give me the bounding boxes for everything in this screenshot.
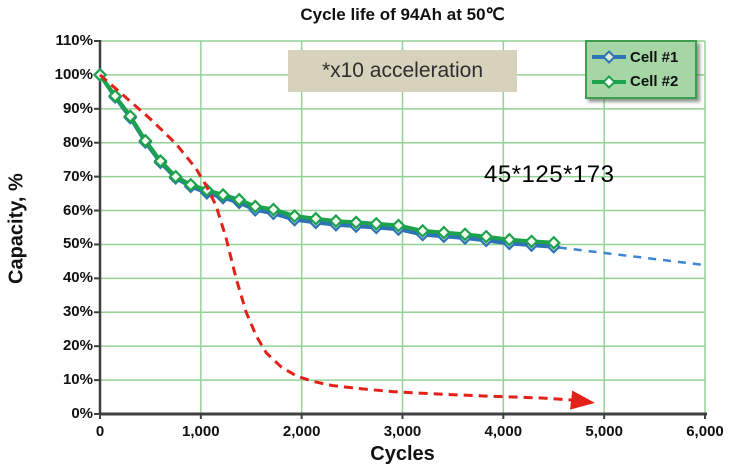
data-point-marker bbox=[183, 177, 198, 192]
data-point-marker bbox=[215, 187, 231, 203]
y-tick-label: 70% bbox=[62, 167, 93, 185]
legend-label-cell2: Cell #2 bbox=[630, 73, 679, 91]
legend: Cell #1 Cell #2 bbox=[585, 40, 697, 99]
y-tick-label: 40% bbox=[62, 269, 93, 287]
cell1-line-marker-icon bbox=[592, 50, 626, 65]
data-point-marker bbox=[108, 88, 123, 103]
acceleration-annotation-text: *x10 acceleration bbox=[321, 59, 484, 82]
y-tick-label: 30% bbox=[62, 303, 93, 321]
data-point-marker bbox=[328, 214, 344, 229]
data-point-marker bbox=[153, 153, 168, 169]
data-point-marker bbox=[479, 229, 494, 244]
y-tick-label: 110% bbox=[55, 32, 93, 49]
data-point-marker bbox=[546, 235, 561, 250]
y-tick-label: 90% bbox=[62, 99, 93, 117]
data-point-marker bbox=[266, 202, 281, 217]
data-point-marker bbox=[287, 208, 302, 224]
y-tick-label: 10% bbox=[62, 371, 93, 389]
y-tick-label: 60% bbox=[62, 201, 93, 219]
legend-row-cell1: Cell #1 bbox=[591, 46, 691, 68]
acceleration-annotation: *x10 acceleration bbox=[288, 50, 517, 92]
legend-label-cell1: Cell #1 bbox=[630, 48, 679, 66]
data-point-marker bbox=[248, 199, 263, 214]
legend-row-cell2: Cell #2 bbox=[591, 71, 691, 93]
x-axis-title: Cycles bbox=[370, 443, 435, 465]
cell2-line-marker-icon bbox=[592, 74, 626, 89]
series-line-cell-2 bbox=[98, 72, 556, 245]
x-tick-label: 5,000 bbox=[585, 423, 623, 440]
x-tick-label: 2,000 bbox=[282, 423, 321, 440]
x-tick-label: 1,000 bbox=[182, 423, 220, 440]
cell-dimensions-label: 45*125*173 bbox=[484, 161, 615, 188]
chart-title: Cycle life of 94Ah at 50℃ bbox=[300, 5, 505, 24]
data-point-marker bbox=[168, 169, 183, 184]
series-line-cell1-extrapolation bbox=[558, 246, 706, 267]
data-point-marker bbox=[232, 192, 247, 207]
y-tick-label: 0% bbox=[71, 405, 93, 422]
data-point-marker bbox=[436, 225, 451, 240]
x-tick-label: 6,000 bbox=[686, 423, 724, 440]
data-point-marker bbox=[391, 218, 406, 233]
data-point-marker bbox=[349, 215, 364, 230]
y-tick-label: 100% bbox=[54, 65, 93, 83]
data-point-marker bbox=[123, 109, 138, 124]
y-tick-label: 50% bbox=[62, 235, 93, 253]
data-point-marker bbox=[502, 232, 517, 247]
data-point-marker bbox=[415, 223, 430, 238]
y-axis-title: Capacity, % bbox=[5, 173, 28, 285]
plot-group bbox=[92, 40, 707, 419]
y-tick-label: 80% bbox=[62, 133, 93, 151]
x-tick-label: 0 bbox=[95, 423, 105, 440]
data-point-marker bbox=[138, 133, 153, 148]
y-tick-label: 20% bbox=[62, 337, 93, 355]
series-line-x10-acceleration-reference bbox=[99, 73, 595, 410]
data-point-marker bbox=[369, 216, 384, 231]
data-point-marker bbox=[524, 234, 539, 249]
x-tick-label: 3,000 bbox=[383, 423, 422, 440]
data-point-marker bbox=[457, 227, 473, 242]
data-point-marker bbox=[308, 211, 323, 226]
x-tick-label: 4,000 bbox=[484, 423, 523, 440]
